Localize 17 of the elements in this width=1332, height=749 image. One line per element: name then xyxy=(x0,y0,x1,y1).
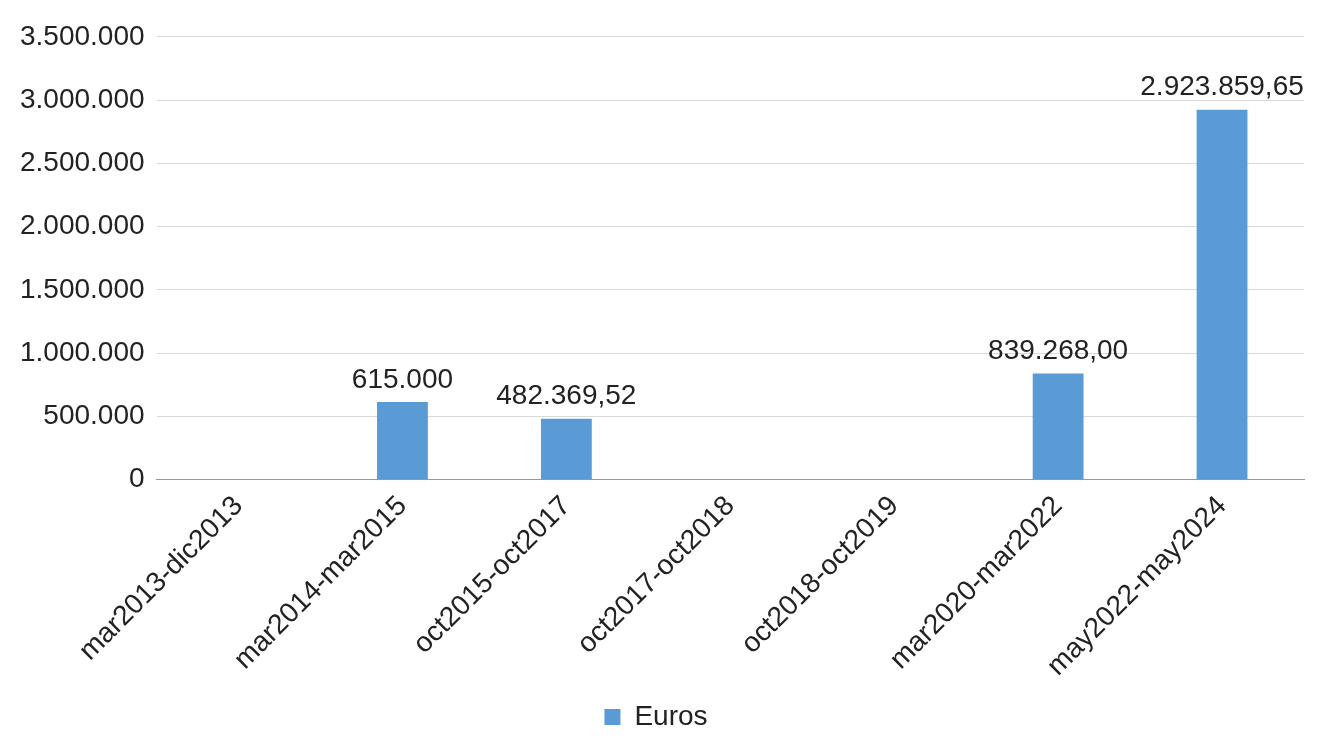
y-tick-label: 500.000 xyxy=(43,399,145,431)
y-tick-label: 1.500.000 xyxy=(19,272,145,304)
bar xyxy=(540,418,592,480)
data-label: 839.268,00 xyxy=(988,334,1129,366)
y-tick-label: 3.000.000 xyxy=(19,82,145,114)
y-tick-label: 0 xyxy=(128,462,145,494)
y-tick-label: 1.000.000 xyxy=(19,335,145,367)
data-label: 482.369,52 xyxy=(496,379,637,411)
bar xyxy=(1032,373,1084,480)
legend-label: Euros xyxy=(634,699,708,731)
data-label: 2.923.859,65 xyxy=(1140,70,1304,102)
y-tick-label: 2.500.000 xyxy=(19,146,145,178)
y-tick-label: 2.000.000 xyxy=(19,209,145,241)
data-label: 615.000 xyxy=(351,362,454,394)
bar xyxy=(377,401,428,480)
y-tick-label: 3.500.000 xyxy=(19,19,145,51)
bar xyxy=(1196,109,1248,480)
